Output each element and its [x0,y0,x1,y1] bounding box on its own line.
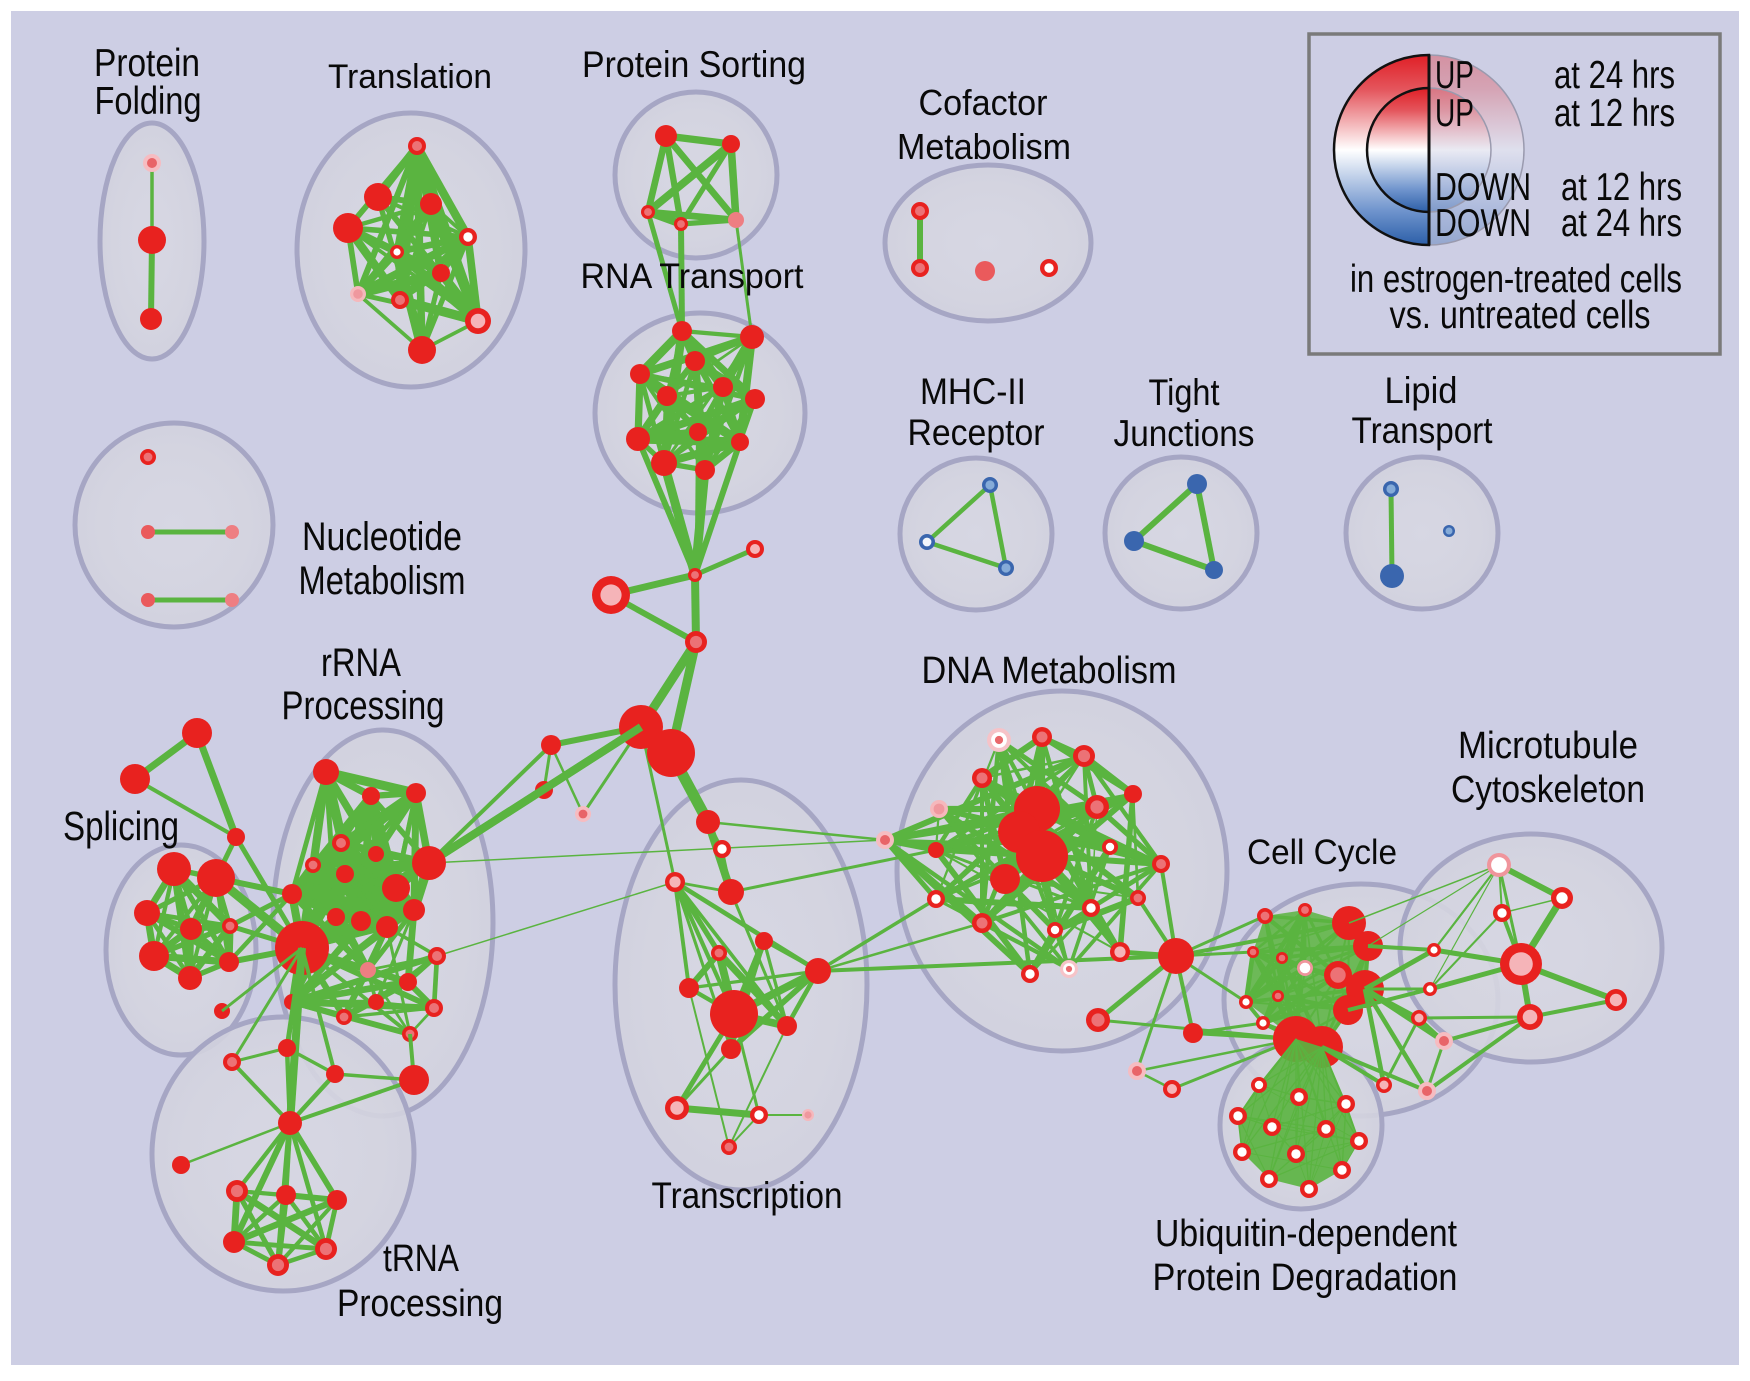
svg-text:Protein Degradation: Protein Degradation [1153,1257,1458,1299]
svg-text:Transport: Transport [1352,410,1494,451]
svg-text:Translation: Translation [328,58,492,96]
svg-text:Cytoskeleton: Cytoskeleton [1451,769,1645,811]
svg-text:at 24 hrs: at 24 hrs [1561,202,1682,245]
svg-text:UP: UP [1435,92,1474,135]
svg-text:at 12 hrs: at 12 hrs [1561,166,1682,209]
svg-text:Protein: Protein [94,42,200,85]
svg-text:vs. untreated cells: vs. untreated cells [1390,294,1651,337]
svg-text:Microtubule: Microtubule [1458,725,1638,767]
svg-text:Cofactor: Cofactor [919,82,1048,123]
svg-text:Transcription: Transcription [652,1175,843,1216]
svg-text:Metabolism: Metabolism [897,126,1071,167]
svg-text:Junctions: Junctions [1114,413,1255,454]
svg-text:at 24 hrs: at 24 hrs [1554,54,1675,97]
svg-text:UP: UP [1435,54,1474,97]
svg-text:Cell Cycle: Cell Cycle [1247,833,1397,872]
svg-text:Folding: Folding [95,80,202,123]
svg-text:DNA Metabolism: DNA Metabolism [922,650,1177,692]
svg-text:Nucleotide: Nucleotide [302,515,462,559]
svg-text:Processing: Processing [337,1283,503,1325]
svg-text:tRNA: tRNA [383,1238,460,1280]
svg-text:Receptor: Receptor [908,412,1045,453]
svg-text:Tight: Tight [1149,372,1221,413]
svg-text:RNA Transport: RNA Transport [581,257,804,296]
svg-text:Metabolism: Metabolism [299,559,466,603]
svg-text:Lipid: Lipid [1385,370,1458,411]
svg-text:DOWN: DOWN [1435,166,1531,209]
svg-text:Processing: Processing [282,684,445,728]
svg-text:rRNA: rRNA [321,641,401,685]
svg-text:Protein Sorting: Protein Sorting [582,44,806,85]
svg-text:Ubiquitin-dependent: Ubiquitin-dependent [1155,1213,1457,1255]
svg-text:in estrogen-treated cells: in estrogen-treated cells [1350,258,1682,301]
svg-text:DOWN: DOWN [1435,202,1531,245]
svg-text:MHC-II: MHC-II [920,371,1026,412]
svg-text:at 12 hrs: at 12 hrs [1554,92,1675,135]
svg-text:Splicing: Splicing [63,803,179,849]
